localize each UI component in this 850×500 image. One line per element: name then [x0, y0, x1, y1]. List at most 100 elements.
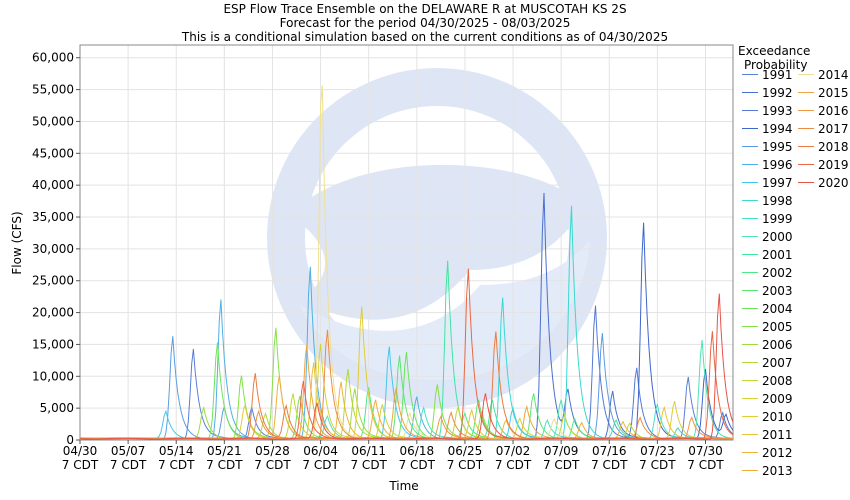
legend-label: 1992: [762, 86, 793, 100]
chart-subtitle-period: Forecast for the period 04/30/2025 - 08/…: [279, 16, 571, 30]
legend-label: 2020: [818, 176, 849, 190]
x-tick-label-time: 7 CDT: [110, 458, 147, 472]
legend-label: 2002: [762, 266, 793, 280]
legend-label: 2013: [762, 464, 793, 478]
legend-label: 1995: [762, 140, 793, 154]
legend-swatch: [742, 92, 758, 93]
legend-item-2018: 2018: [798, 138, 849, 156]
x-tick-label-date: 05/28: [255, 444, 290, 458]
x-tick-label-date: 06/25: [448, 444, 483, 458]
legend-item-1992: 1992: [742, 84, 793, 102]
legend-label: 2005: [762, 320, 793, 334]
legend: Exceedance Probability 1991 1992 1993 1994 1…: [738, 44, 850, 478]
legend-swatch: [742, 164, 758, 165]
legend-swatch: [742, 218, 758, 219]
legend-swatch: [742, 110, 758, 111]
legend-swatch: [798, 164, 814, 165]
x-tick-label-time: 7 CDT: [447, 458, 484, 472]
legend-swatch: [742, 254, 758, 255]
y-tick-label: 40,000: [32, 178, 74, 192]
legend-item-1993: 1993: [742, 102, 793, 120]
legend-label: 2014: [818, 68, 849, 82]
legend-swatch: [742, 434, 758, 435]
legend-label: 1996: [762, 158, 793, 172]
legend-title-line1: Exceedance: [738, 44, 811, 58]
legend-label: 2009: [762, 392, 793, 406]
legend-label: 2001: [762, 248, 793, 262]
legend-swatch: [742, 380, 758, 381]
x-tick-label-time: 7 CDT: [350, 458, 387, 472]
y-tick-label: 50,000: [32, 114, 74, 128]
x-tick-label-date: 04/30: [63, 444, 98, 458]
x-tick-label-time: 7 CDT: [543, 458, 580, 472]
legend-label: 2019: [818, 158, 849, 172]
chart-title: ESP Flow Trace Ensemble on the DELAWARE …: [223, 2, 627, 16]
legend-item-2013: 2013: [742, 462, 793, 480]
legend-label: 2016: [818, 104, 849, 118]
legend-item-2008: 2008: [742, 372, 793, 390]
x-axis-label: Time: [388, 479, 418, 493]
x-tick-label-time: 7 CDT: [302, 458, 339, 472]
legend-swatch: [742, 128, 758, 129]
legend-item-2006: 2006: [742, 336, 793, 354]
legend-label: 2010: [762, 410, 793, 424]
legend-swatch: [798, 146, 814, 147]
legend-item-2002: 2002: [742, 264, 793, 282]
legend-item-2001: 2001: [742, 246, 793, 264]
y-tick-label: 5,000: [40, 401, 74, 415]
legend-swatch: [742, 236, 758, 237]
legend-swatch: [798, 182, 814, 183]
x-tick-label-date: 05/14: [159, 444, 194, 458]
legend-swatch: [798, 92, 814, 93]
series-layer: [80, 85, 733, 440]
legend-label: 2004: [762, 302, 793, 316]
legend-swatch: [742, 344, 758, 345]
x-tick-label-date: 07/09: [544, 444, 579, 458]
legend-item-1991: 1991: [742, 66, 793, 84]
y-tick-label: 10,000: [32, 369, 74, 383]
chart-title-block: ESP Flow Trace Ensemble on the DELAWARE …: [0, 2, 850, 44]
legend-swatch: [742, 470, 758, 471]
x-tick-label-date: 05/21: [207, 444, 242, 458]
x-tick-label-date: 06/11: [351, 444, 386, 458]
legend-item-1996: 1996: [742, 156, 793, 174]
y-axis-label: Flow (CFS): [10, 211, 24, 274]
series-line-2020: [80, 293, 733, 440]
y-axis: 0 5,000 10,000 15,000 20,000 25,000 30,000 35,0…: [32, 51, 80, 447]
x-tick-label-time: 7 CDT: [206, 458, 243, 472]
legend-label: 2011: [762, 428, 793, 442]
legend-swatch: [742, 272, 758, 273]
y-tick-label: 15,000: [32, 337, 74, 351]
legend-label: 2000: [762, 230, 793, 244]
legend-item-1999: 1999: [742, 210, 793, 228]
y-tick-label: 60,000: [32, 51, 74, 65]
legend-item-2019: 2019: [798, 156, 849, 174]
x-tick-label-time: 7 CDT: [158, 458, 195, 472]
y-tick-label: 35,000: [32, 210, 74, 224]
x-tick-label-date: 07/23: [640, 444, 675, 458]
legend-item-2009: 2009: [742, 390, 793, 408]
legend-title-line2: Probability: [744, 58, 808, 72]
x-tick-label-date: 06/04: [303, 444, 338, 458]
legend-swatch: [742, 308, 758, 309]
legend-swatch: [742, 362, 758, 363]
x-tick-label-date: 06/18: [400, 444, 435, 458]
legend-label: 1997: [762, 176, 793, 190]
legend-swatch: [742, 326, 758, 327]
x-tick-label-time: 7 CDT: [495, 458, 532, 472]
x-tick-label-date: 07/02: [496, 444, 531, 458]
legend-label: 1994: [762, 122, 793, 136]
legend-swatch: [742, 182, 758, 183]
legend-item-2015: 2015: [798, 84, 849, 102]
x-tick-label-time: 7 CDT: [639, 458, 676, 472]
x-tick-label-time: 7 CDT: [62, 458, 99, 472]
x-tick-label-date: 07/30: [688, 444, 723, 458]
legend-label: 2018: [818, 140, 849, 154]
y-tick-label: 20,000: [32, 306, 74, 320]
y-tick-label: 45,000: [32, 146, 74, 160]
legend-label: 2015: [818, 86, 849, 100]
legend-item-2017: 2017: [798, 120, 849, 138]
legend-swatch: [742, 74, 758, 75]
legend-item-2000: 2000: [742, 228, 793, 246]
